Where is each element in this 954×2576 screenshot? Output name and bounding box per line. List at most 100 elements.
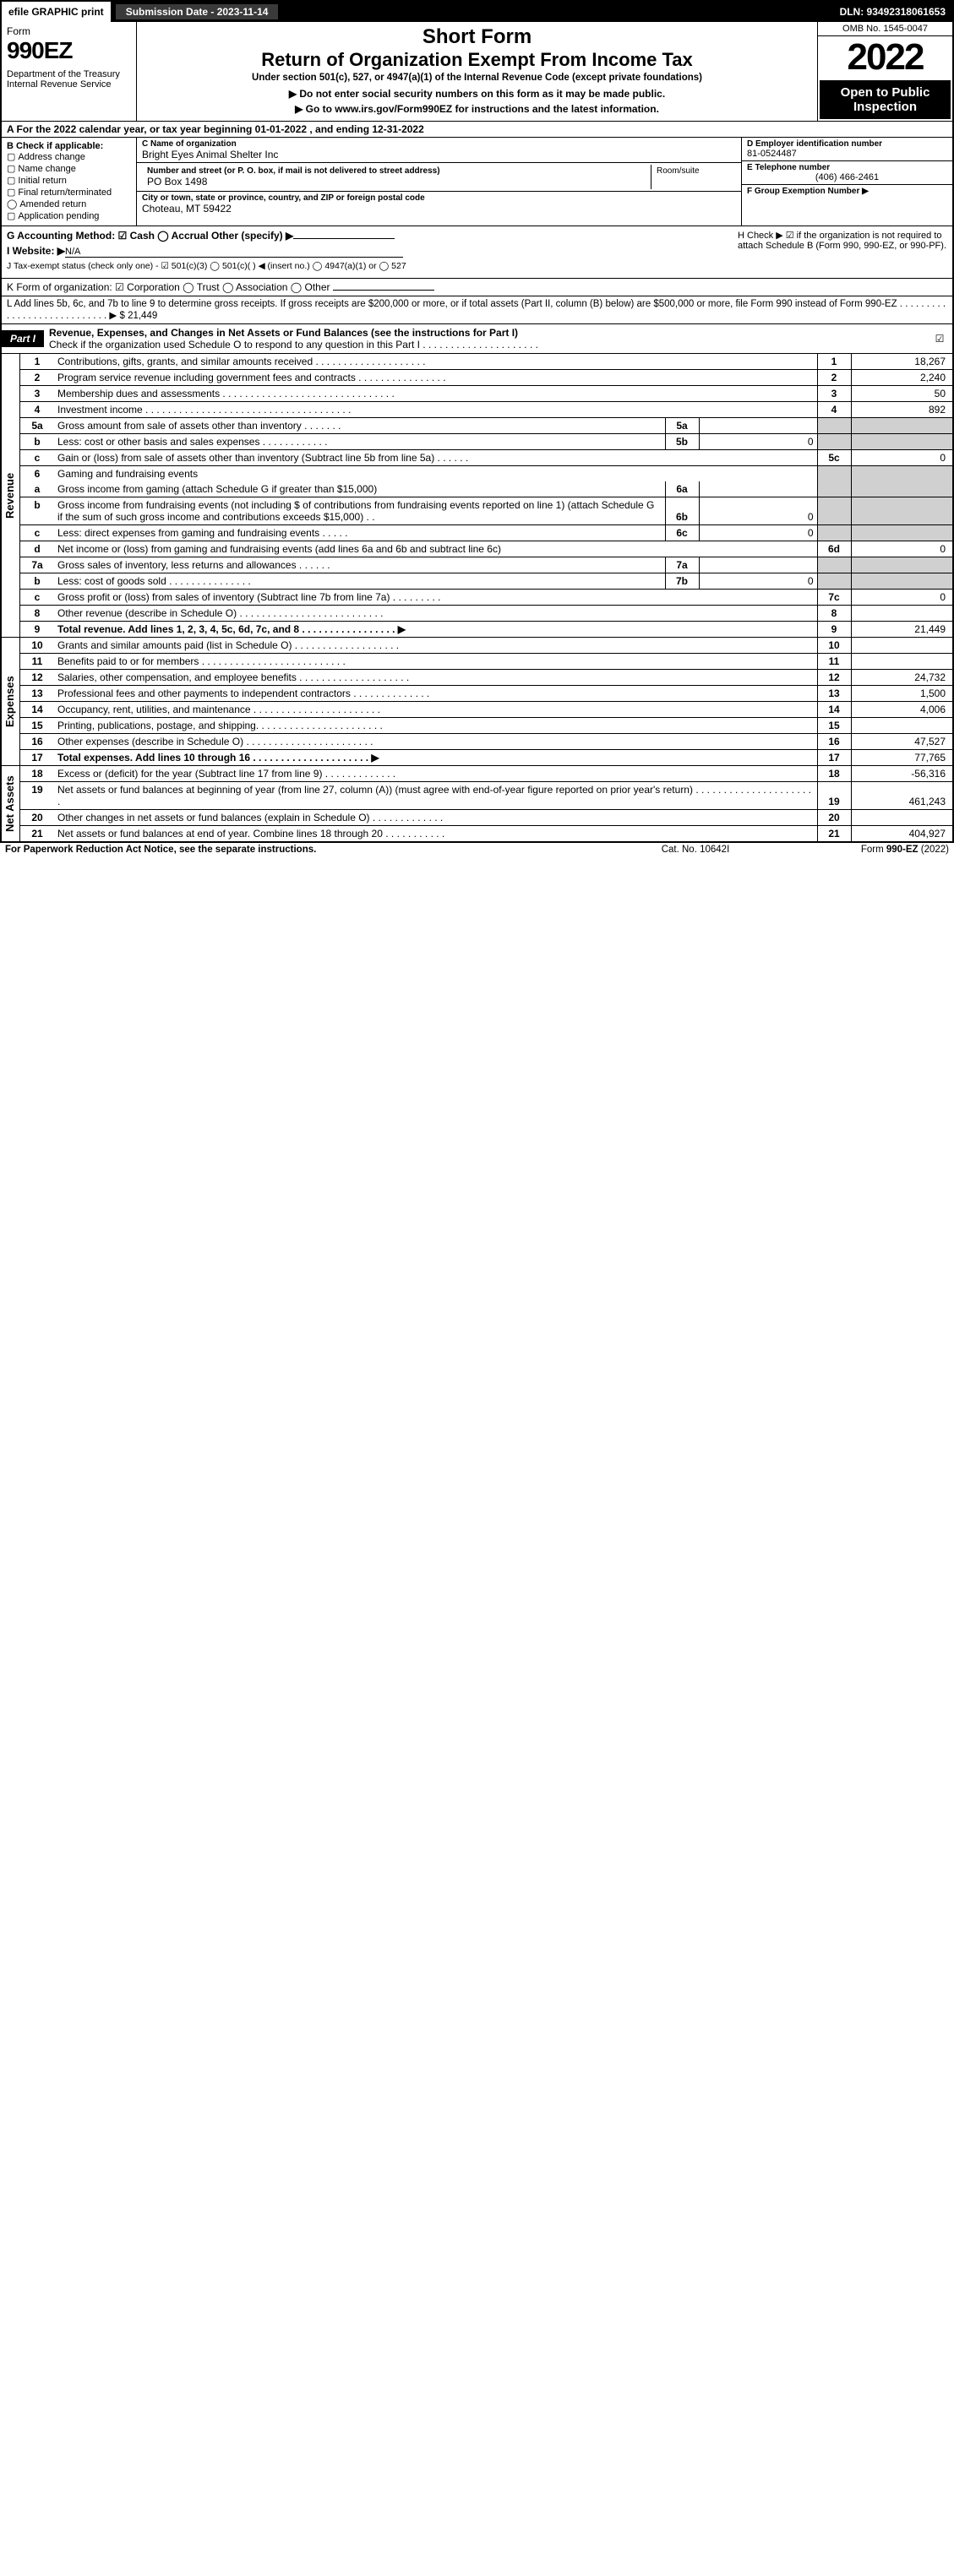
desc: Gross income from fundraising events (no… (54, 497, 665, 525)
street-row: Number and street (or P. O. box, if mail… (137, 163, 741, 192)
sublnum: 5b (665, 434, 699, 450)
rnum: 6d (817, 541, 851, 557)
tel-label: E Telephone number (747, 163, 947, 172)
cb-initial-return[interactable]: ▢Initial return (7, 175, 131, 187)
line-6a: aGross income from gaming (attach Schedu… (20, 481, 952, 497)
acct-blank (293, 238, 395, 239)
subval (699, 418, 817, 434)
desc: Printing, publications, postage, and shi… (54, 718, 817, 734)
rnum: 16 (817, 734, 851, 750)
desc: Other revenue (describe in Schedule O) .… (54, 606, 817, 622)
tel-row: E Telephone number (406) 466-2461 (742, 161, 952, 185)
goto-link[interactable]: ▶ Go to www.irs.gov/Form990EZ for instru… (144, 103, 810, 115)
desc: Contributions, gifts, grants, and simila… (54, 354, 817, 370)
rval: 0 (851, 590, 952, 606)
efile-print-button[interactable]: efile GRAPHIC print (2, 2, 112, 22)
rval: 18,267 (851, 354, 952, 370)
omb-number: OMB No. 1545-0047 (818, 22, 952, 36)
desc: Program service revenue including govern… (54, 370, 817, 386)
lnum: c (20, 590, 54, 606)
cb-label: Name change (18, 164, 76, 174)
netassets-content: 18Excess or (deficit) for the year (Subt… (20, 766, 952, 841)
lnum: c (20, 525, 54, 541)
line-19: 19Net assets or fund balances at beginni… (20, 782, 952, 810)
desc: Investment income . . . . . . . . . . . … (54, 402, 817, 418)
line-13: 13Professional fees and other payments t… (20, 686, 952, 702)
line-20: 20Other changes in net assets or fund ba… (20, 810, 952, 826)
rnum-shade (817, 434, 851, 450)
row-k-text: K Form of organization: ☑ Corporation ◯ … (7, 281, 330, 293)
row-l-amount: 21,449 (128, 311, 157, 321)
form-990ez-page: efile GRAPHIC print Submission Date - 20… (0, 0, 954, 843)
city-label: City or town, state or province, country… (142, 193, 736, 203)
line-7b: bLess: cost of goods sold . . . . . . . … (20, 573, 952, 590)
line-16: 16Other expenses (describe in Schedule O… (20, 734, 952, 750)
desc: Other expenses (describe in Schedule O) … (54, 734, 817, 750)
ein-row: D Employer identification number 81-0524… (742, 138, 952, 161)
subval (699, 557, 817, 573)
form-title: Return of Organization Exempt From Incom… (144, 49, 810, 71)
checkbox-icon: ◯ (7, 200, 17, 210)
rval: 0 (851, 541, 952, 557)
page-footer: For Paperwork Reduction Act Notice, see … (0, 843, 954, 856)
rval: 1,500 (851, 686, 952, 702)
row-a-tax-year: A For the 2022 calendar year, or tax yea… (2, 122, 952, 138)
subval: 0 (699, 525, 817, 541)
line-5c: cGain or (loss) from sale of assets othe… (20, 450, 952, 466)
rnum: 14 (817, 702, 851, 718)
rval (851, 606, 952, 622)
short-form-title: Short Form (144, 25, 810, 49)
rnum-shade (817, 418, 851, 434)
accounting-method: G Accounting Method: ☑ Cash ◯ Accrual Ot… (7, 230, 728, 242)
rnum: 5c (817, 450, 851, 466)
rval-shade (851, 557, 952, 573)
col-c-org-info: C Name of organization Bright Eyes Anima… (137, 138, 741, 226)
line-6: 6Gaming and fundraising events (20, 466, 952, 482)
netassets-section: Net Assets 18Excess or (deficit) for the… (2, 766, 952, 841)
netassets-label-text: Net Assets (2, 766, 18, 841)
cb-label: Initial return (18, 176, 66, 186)
lnum: 20 (20, 810, 54, 826)
cb-final-return[interactable]: ▢Final return/terminated (7, 187, 131, 198)
cb-address-change[interactable]: ▢Address change (7, 151, 131, 163)
sublnum: 6c (665, 525, 699, 541)
dln-number: DLN: 93492318061653 (833, 6, 952, 18)
header-mid: Short Form Return of Organization Exempt… (137, 22, 817, 121)
line-1: 1Contributions, gifts, grants, and simil… (20, 354, 952, 370)
lnum: a (20, 481, 54, 497)
part-1-tag: Part I (2, 330, 44, 347)
rval (851, 718, 952, 734)
city-value: Choteau, MT 59422 (142, 203, 736, 215)
desc: Other changes in net assets or fund bala… (54, 810, 817, 826)
cb-application-pending[interactable]: ▢Application pending (7, 210, 131, 222)
public-inspection-badge: Open to Public Inspection (820, 80, 951, 119)
rval-shade (851, 481, 952, 497)
rval: -56,316 (851, 766, 952, 782)
rnum-shade (817, 573, 851, 590)
sublnum: 7a (665, 557, 699, 573)
expenses-table: 10Grants and similar amounts paid (list … (20, 638, 952, 765)
desc: Gross profit or (loss) from sales of inv… (54, 590, 817, 606)
rnum: 15 (817, 718, 851, 734)
line-11: 11Benefits paid to or for members . . . … (20, 654, 952, 670)
expenses-label-text: Expenses (2, 638, 18, 765)
cb-name-change[interactable]: ▢Name change (7, 163, 131, 175)
netassets-sidelabel: Net Assets (2, 766, 20, 841)
lnum: 4 (20, 402, 54, 418)
desc-bold: Total expenses. Add lines 10 through 16 … (57, 752, 379, 764)
lnum: 19 (20, 782, 54, 810)
rnum-shade (817, 466, 851, 482)
top-bar: efile GRAPHIC print Submission Date - 20… (2, 2, 952, 22)
form-number: 990EZ (7, 37, 131, 64)
group-label: F Group Exemption Number ▶ (747, 187, 947, 196)
part-1-checkbox[interactable]: ☑ (927, 333, 952, 345)
sublnum: 6b (665, 497, 699, 525)
rval (851, 810, 952, 826)
expenses-section: Expenses 10Grants and similar amounts pa… (2, 638, 952, 766)
rval: 24,732 (851, 670, 952, 686)
cb-label: Address change (18, 152, 85, 162)
block-ghij: G Accounting Method: ☑ Cash ◯ Accrual Ot… (2, 226, 952, 279)
ein-value: 81-0524487 (747, 149, 947, 159)
cb-amended-return[interactable]: ◯Amended return (7, 198, 131, 210)
sublnum: 7b (665, 573, 699, 590)
